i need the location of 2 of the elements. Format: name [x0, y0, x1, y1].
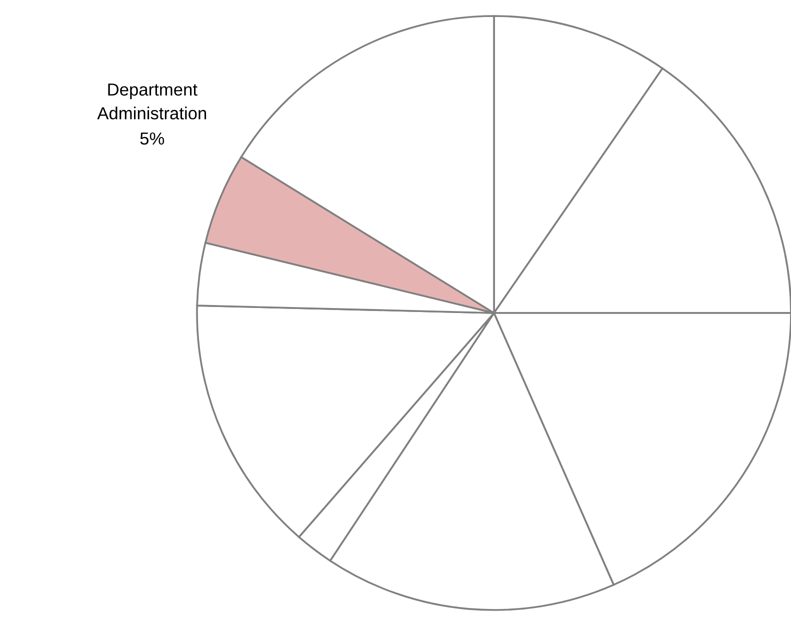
data-label: 5% [140, 132, 164, 145]
slice-label: Department Administration [97, 84, 206, 120]
